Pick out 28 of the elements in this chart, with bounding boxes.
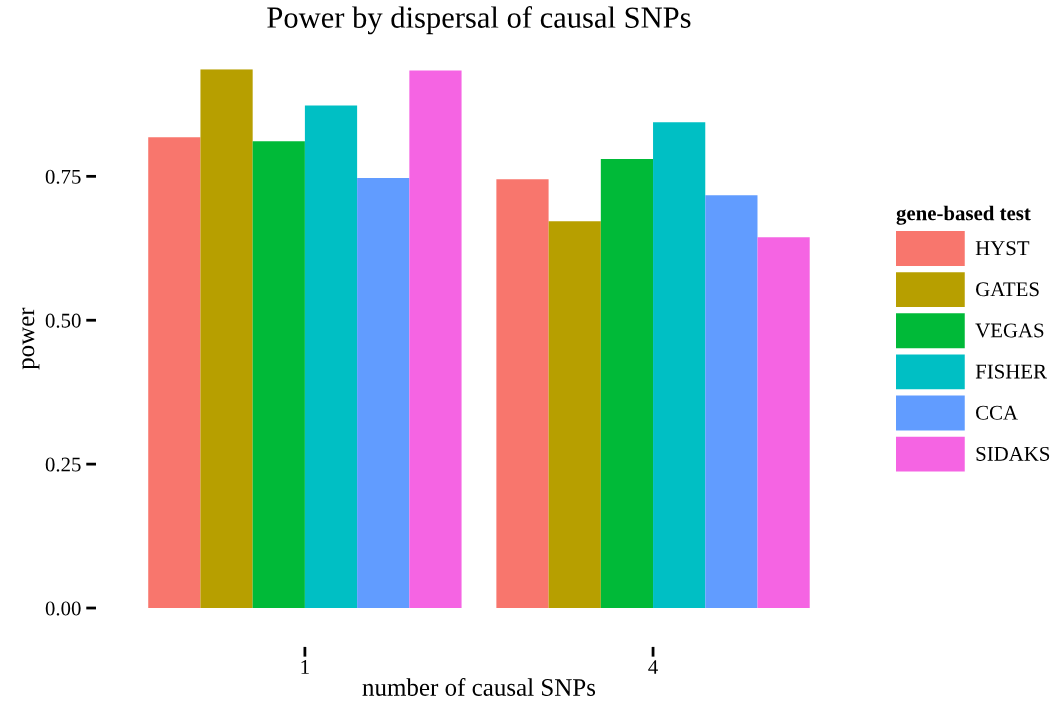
x-tick-label: 4 — [648, 660, 658, 674]
y-axis-title: power — [22, 307, 40, 370]
bar — [357, 178, 410, 609]
x-axis-title: number of causal SNPs — [362, 678, 596, 696]
bar — [653, 122, 706, 609]
bar — [548, 221, 601, 609]
bar — [252, 141, 305, 609]
legend-label: FISHER — [975, 364, 1047, 379]
legend-label: CCA — [976, 405, 1018, 420]
y-tick-label: 0.75 — [45, 169, 81, 184]
bar — [304, 105, 358, 609]
bar — [148, 137, 201, 609]
legend-title: gene-based test — [896, 205, 1031, 225]
bar — [600, 159, 654, 609]
bar — [200, 69, 253, 609]
bar — [409, 70, 462, 609]
legend-label: GATES — [976, 282, 1039, 297]
y-tick-label: 0.25 — [45, 457, 81, 472]
legend-label: SIDAKS — [976, 446, 1050, 461]
y-tick-label: 0.00 — [45, 601, 81, 616]
y-tick-label: 0.50 — [45, 313, 81, 328]
legend-label: HYST — [975, 241, 1030, 256]
bar — [757, 237, 810, 609]
chart-title: Power by dispersal of causal SNPs — [267, 6, 691, 35]
bar — [705, 195, 758, 609]
legend-label: VEGAS — [975, 323, 1044, 338]
x-tick-label: 1 — [301, 660, 309, 674]
bar — [496, 179, 549, 609]
